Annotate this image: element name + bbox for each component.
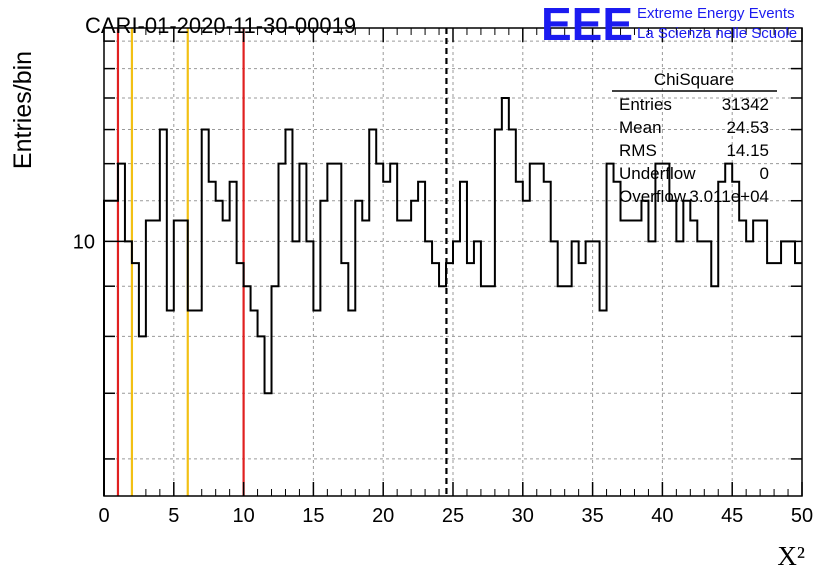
stat-rms-label: RMS — [619, 141, 657, 160]
stat-mean-value: 24.53 — [726, 118, 769, 137]
logo-line-2: La Scienza nelle Scuole — [637, 25, 797, 42]
stat-entries-label: Entries — [619, 95, 672, 114]
stat-overflow-value: 3.011e+04 — [689, 187, 769, 206]
x-tick-label: 5 — [168, 505, 179, 527]
x-tick-label: 35 — [581, 505, 603, 527]
x-tick-label: 0 — [98, 505, 109, 527]
x-tick-label: 10 — [232, 505, 254, 527]
stats-box-name: ChiSquare — [654, 70, 734, 89]
stat-entries-value: 31342 — [722, 95, 769, 114]
stat-mean-label: Mean — [619, 118, 662, 137]
chart-title: CARI-01-2020-11-30-00019 — [85, 13, 356, 38]
stats-box: ChiSquare Entries 31342 Mean 24.53 RMS 1… — [612, 70, 777, 206]
stat-underflow-value: 0 — [760, 164, 769, 183]
y-axis-ticks: 10 — [73, 40, 802, 460]
x-tick-label: 30 — [512, 505, 534, 527]
eee-logo-mark: EEE — [541, 0, 633, 50]
x-tick-label: 20 — [372, 505, 394, 527]
histogram-series — [103, 96, 802, 496]
y-tick-label: 10 — [73, 231, 95, 253]
x-axis-ticks: 0 5 10 15 20 25 30 35 40 45 50 — [98, 28, 813, 527]
stat-rms-value: 14.15 — [726, 141, 769, 160]
x-tick-label: 15 — [302, 505, 324, 527]
x-tick-label: 45 — [721, 505, 743, 527]
y-axis-label: Entries/bin — [9, 51, 37, 169]
x-tick-label: 40 — [651, 505, 673, 527]
x-tick-label: 25 — [442, 505, 464, 527]
x-tick-label: 50 — [791, 505, 813, 527]
eee-logo: EEE Extreme Energy Events La Scienza nel… — [541, 0, 797, 50]
stat-underflow-label: Underflow — [619, 164, 696, 183]
logo-line-1: Extreme Energy Events — [637, 5, 795, 22]
stat-overflow-label: Overflow — [619, 187, 687, 206]
x-axis-label: X² — [777, 541, 805, 571]
